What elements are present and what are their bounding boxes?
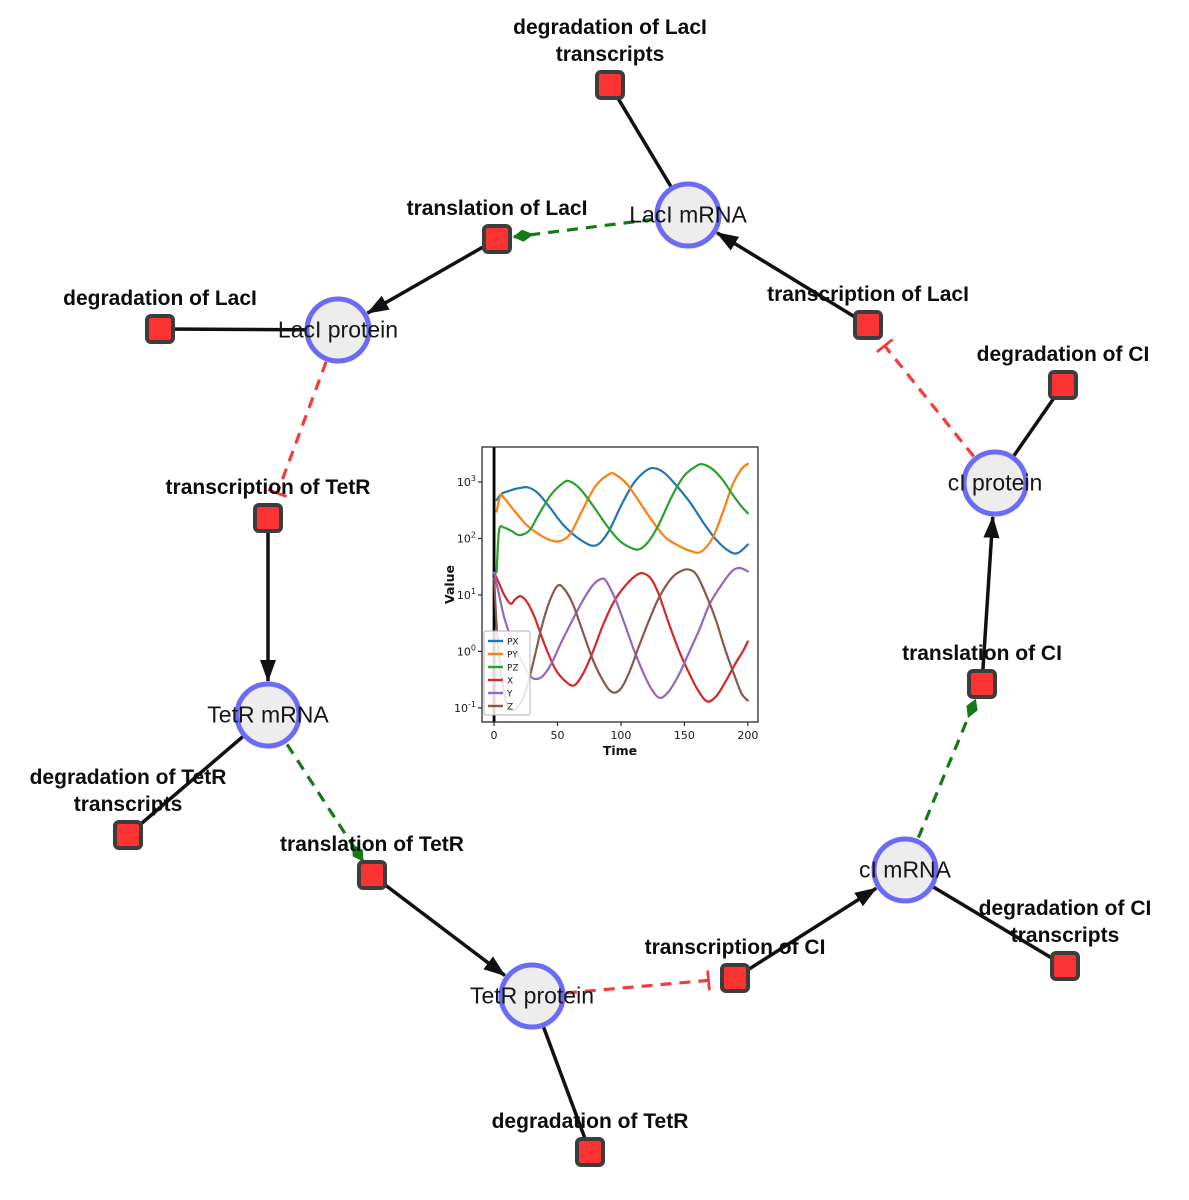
edge-translation-tetr-tetr-protein (370, 873, 506, 977)
legend-label-PY: PY (507, 651, 518, 661)
reaction-node-transcription-laci[interactable] (853, 310, 883, 340)
reaction-node-deg-ci-transcripts[interactable] (1050, 951, 1080, 981)
x-tick-label: 150 (674, 729, 695, 742)
legend-label-Z: Z (507, 703, 513, 713)
series-PZ (495, 462, 749, 574)
time-series-chart: 0 50 100 150 20010-1100101102103TimeValuePXP… (442, 446, 759, 758)
edge-translation-laci-laci-protein (366, 237, 498, 315)
series-X (493, 571, 749, 703)
x-tick-label: 100 (610, 729, 631, 742)
species-node-ci-protein[interactable] (961, 449, 1029, 517)
x-axis-title: Time (603, 743, 637, 758)
reaction-node-deg-ci[interactable] (1048, 370, 1078, 400)
series-PX (495, 466, 749, 555)
y-tick-label: 100 (457, 643, 476, 658)
chart-axes (481, 446, 759, 723)
edge-tetr-protein-transcription-ci (565, 980, 709, 995)
y-tick-label: 101 (457, 587, 476, 602)
species-node-laci-mrna[interactable] (654, 181, 722, 249)
y-axis-title: Value (442, 565, 457, 604)
nodes-group (113, 70, 1080, 1167)
chart-legend: PX PY PZ XYZ (483, 630, 531, 716)
x-tick-label: 0 (491, 729, 498, 742)
reaction-node-deg-laci-transcripts[interactable] (595, 70, 625, 100)
reaction-node-transcription-ci[interactable] (720, 963, 750, 993)
legend-label-Y: Y (506, 690, 513, 700)
reaction-node-translation-tetr[interactable] (357, 860, 387, 890)
reaction-node-translation-ci[interactable] (967, 669, 997, 699)
species-node-tetr-mrna[interactable] (234, 681, 302, 749)
species-node-tetr-protein[interactable] (498, 962, 566, 1030)
x-tick-label: 50 (551, 729, 565, 742)
species-node-laci-protein[interactable] (304, 296, 372, 364)
y-tick-label: 102 (457, 530, 476, 545)
reaction-node-deg-tetr[interactable] (575, 1137, 605, 1167)
edge-laci-mrna-translation-laci (512, 217, 654, 242)
legend-label-PZ: PZ (507, 664, 519, 674)
y-tick-label: 10-1 (454, 700, 476, 715)
edge-transcription-laci-laci-mrna (716, 231, 869, 327)
edge-ci-mrna-translation-ci (916, 698, 978, 839)
reaction-node-transcription-tetr[interactable] (253, 503, 283, 533)
legend-label-PX: PX (507, 638, 519, 648)
edge-ci-protein-transcription-laci (884, 345, 975, 458)
reaction-node-deg-tetr-transcripts[interactable] (113, 820, 143, 850)
edge-tetr-mrna-translation-tetr (285, 743, 365, 862)
edges-group (126, 84, 1066, 1153)
reaction-node-translation-laci[interactable] (482, 224, 512, 254)
species-node-ci-mrna[interactable] (871, 836, 939, 904)
reaction-node-deg-laci[interactable] (145, 314, 175, 344)
x-tick-label: 200 (737, 729, 758, 742)
y-tick-label: 103 (457, 474, 476, 489)
edge-translation-ci-ci-protein (980, 515, 1000, 685)
series-PY (495, 462, 749, 554)
edge-laci-protein-transcription-tetr (277, 361, 328, 494)
legend-label-X: X (507, 677, 513, 687)
edge-transcription-ci-ci-mrna (734, 886, 878, 980)
